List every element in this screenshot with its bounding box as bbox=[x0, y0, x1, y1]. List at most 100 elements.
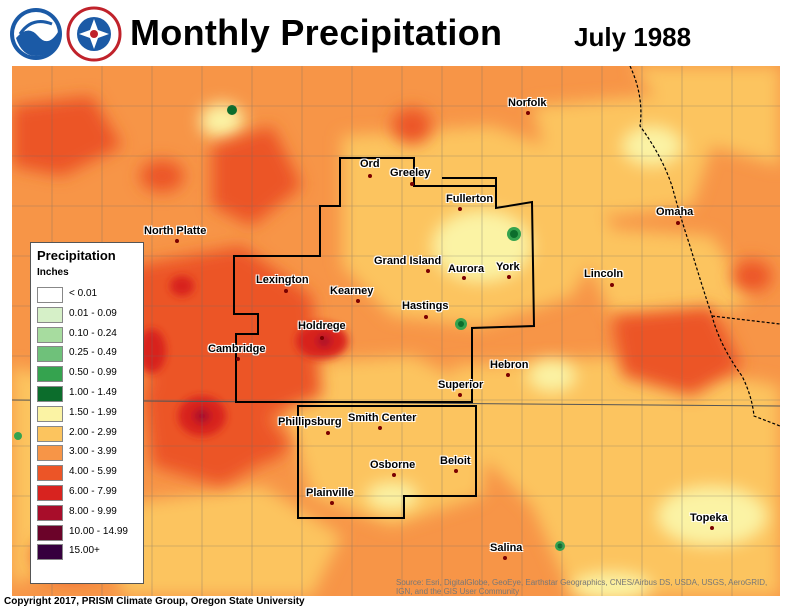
city-label: Hastings bbox=[402, 300, 449, 312]
legend-item: < 0.01 bbox=[37, 285, 141, 304]
legend-swatch bbox=[37, 445, 63, 462]
legend-item: 15.00+ bbox=[37, 542, 141, 561]
legend-label: 0.25 - 0.49 bbox=[69, 347, 117, 359]
city-label: Kearney bbox=[330, 285, 374, 297]
legend-swatch bbox=[37, 326, 63, 343]
city-label: Superior bbox=[438, 379, 484, 391]
legend-item: 0.25 - 0.49 bbox=[37, 344, 141, 363]
city-label: Aurora bbox=[448, 263, 485, 275]
city-label: Omaha bbox=[656, 206, 694, 218]
legend-label: 0.10 - 0.24 bbox=[69, 327, 117, 339]
legend-units: Inches bbox=[37, 267, 69, 278]
legend-swatch bbox=[37, 405, 63, 422]
legend-label: 0.50 - 0.99 bbox=[69, 367, 117, 379]
city-marker bbox=[330, 501, 334, 505]
city-label: Beloit bbox=[440, 455, 471, 467]
city-marker bbox=[503, 556, 507, 560]
legend-label: 10.00 - 14.99 bbox=[69, 525, 128, 537]
legend-label: 1.50 - 1.99 bbox=[69, 406, 117, 418]
legend-swatch bbox=[37, 524, 63, 541]
city-marker bbox=[710, 526, 714, 530]
legend-item: 3.00 - 3.99 bbox=[37, 443, 141, 462]
city-marker bbox=[458, 393, 462, 397]
legend-label: 2.00 - 2.99 bbox=[69, 426, 117, 438]
city-label: Smith Center bbox=[348, 412, 417, 424]
legend-item: 8.00 - 9.99 bbox=[37, 503, 141, 522]
city-marker bbox=[392, 473, 396, 477]
city-label: Lincoln bbox=[584, 268, 624, 280]
missouri-river-border bbox=[629, 66, 780, 427]
city-marker bbox=[462, 276, 466, 280]
legend-swatch bbox=[37, 346, 63, 363]
city-marker bbox=[320, 336, 324, 340]
city-marker bbox=[368, 174, 372, 178]
city-marker bbox=[610, 283, 614, 287]
legend-label: < 0.01 bbox=[69, 288, 98, 299]
city-marker bbox=[410, 182, 414, 186]
legend-item: 0.01 - 0.09 bbox=[37, 305, 141, 324]
legend-item: 10.00 - 14.99 bbox=[37, 523, 141, 542]
noaa-logo bbox=[10, 8, 62, 60]
legend-label: 6.00 - 7.99 bbox=[69, 486, 117, 497]
legend-label: 15.00+ bbox=[69, 545, 100, 557]
legend-label: 8.00 - 9.99 bbox=[69, 505, 117, 517]
city-label: York bbox=[496, 261, 520, 273]
city-label: Topeka bbox=[690, 512, 728, 524]
city-marker bbox=[326, 431, 330, 435]
fullerton-boundary bbox=[442, 177, 497, 186]
city-marker bbox=[378, 426, 382, 430]
legend-item: 0.10 - 0.24 bbox=[37, 325, 141, 344]
city-marker bbox=[507, 275, 511, 279]
legend-label: 0.01 - 0.09 bbox=[69, 307, 117, 319]
legend-item: 1.00 - 1.49 bbox=[37, 384, 141, 403]
legend-item: 1.50 - 1.99 bbox=[37, 404, 141, 423]
legend-swatch bbox=[37, 465, 63, 482]
legend-item: 4.00 - 5.99 bbox=[37, 463, 141, 482]
legend-title: Precipitation bbox=[37, 248, 116, 263]
legend-swatch bbox=[37, 544, 63, 561]
legend-item: 0.50 - 0.99 bbox=[37, 364, 141, 383]
city-label: Plainville bbox=[306, 487, 354, 499]
legend-panel: Precipitation Inches < 0.01 0.01 - 0.09 0.… bbox=[30, 242, 144, 584]
legend-label: 1.00 - 1.49 bbox=[69, 387, 117, 398]
legend-swatch bbox=[37, 504, 63, 521]
city-marker bbox=[424, 315, 428, 319]
basemap-attribution: Source: Esri, DigitalGlobe, GeoEye, Eart… bbox=[396, 578, 768, 596]
city-marker bbox=[175, 239, 179, 243]
legend-swatch bbox=[37, 485, 63, 501]
precip-zones-1_5to2 bbox=[200, 103, 767, 596]
legend-swatch bbox=[37, 287, 63, 303]
city-marker bbox=[426, 269, 430, 273]
city-marker bbox=[526, 111, 530, 115]
city-marker bbox=[506, 373, 510, 377]
legend-swatch bbox=[37, 386, 63, 402]
kansas-region-outline bbox=[297, 405, 477, 519]
city-marker bbox=[458, 207, 462, 211]
city-marker bbox=[284, 289, 288, 293]
city-label: Lexington bbox=[256, 274, 309, 286]
city-label: Salina bbox=[490, 542, 523, 554]
city-label: Cambridge bbox=[208, 343, 266, 355]
city-marker bbox=[356, 299, 360, 303]
legend-label: 3.00 - 3.99 bbox=[69, 446, 117, 458]
legend-item: 2.00 - 2.99 bbox=[37, 424, 141, 443]
city-label: Fullerton bbox=[446, 193, 494, 205]
header: Monthly Precipitation July 1988 bbox=[0, 0, 792, 66]
legend-swatch bbox=[37, 306, 63, 323]
city-label: North Platte bbox=[144, 225, 207, 237]
legend-label: 4.00 - 5.99 bbox=[69, 466, 117, 478]
city-marker bbox=[676, 221, 680, 225]
legend-swatch bbox=[37, 366, 63, 383]
city-label: Phillipsburg bbox=[278, 416, 342, 428]
map-title: Monthly Precipitation bbox=[130, 12, 503, 53]
map-date: July 1988 bbox=[574, 22, 692, 52]
city-label: Ord bbox=[360, 158, 380, 170]
city-label: Grand Island bbox=[374, 255, 442, 267]
city-label: Norfolk bbox=[508, 97, 547, 109]
city-label: Osborne bbox=[370, 459, 416, 471]
city-marker bbox=[454, 469, 458, 473]
nws-logo bbox=[66, 6, 122, 62]
city-label: Greeley bbox=[390, 167, 431, 179]
nebraska-region-outline bbox=[233, 157, 536, 403]
city-label: Hebron bbox=[490, 359, 529, 371]
